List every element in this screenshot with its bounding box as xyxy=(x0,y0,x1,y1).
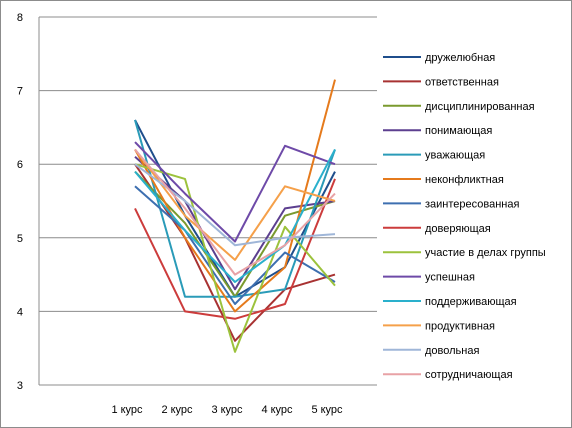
series-line-12 xyxy=(134,148,336,261)
x-tick-label: 1 курс xyxy=(111,404,143,416)
legend-label: доверяющая xyxy=(425,223,491,235)
y-tick-label: 8 xyxy=(17,12,23,24)
legend-label: ответственная xyxy=(425,76,499,88)
series-line-2 xyxy=(134,163,336,342)
y-tick-label: 4 xyxy=(17,306,23,318)
legend-label: заинтересованная xyxy=(425,198,519,210)
y-tick-label: 3 xyxy=(17,380,23,392)
y-tick-label: 6 xyxy=(17,159,23,171)
legend-label: участие в делах группы xyxy=(425,247,546,259)
series-line-11 xyxy=(134,149,336,283)
legend-label: понимающая xyxy=(425,125,492,137)
x-tick-label: 3 курс xyxy=(211,404,243,416)
y-tick-labels: 3 4 5 6 7 8 xyxy=(17,12,23,392)
series-line-9 xyxy=(134,163,336,353)
legend-label: продуктивная xyxy=(425,320,495,332)
legend-label: довольная xyxy=(425,345,479,357)
series-lines xyxy=(134,79,336,353)
legend-label: сотрудничающая xyxy=(425,369,513,381)
legend-label: дисциплинированная xyxy=(425,101,535,113)
series-line-6 xyxy=(134,79,336,313)
y-tick-label: 7 xyxy=(17,86,23,98)
x-tick-label: 5 курс xyxy=(311,404,343,416)
x-tick-labels: 1 курс 2 курс 3 курс 4 курс 5 курс xyxy=(111,404,343,416)
series-line-14 xyxy=(134,148,336,276)
legend-label: успешная xyxy=(425,272,475,284)
legend-label: дружелюбная xyxy=(425,52,495,64)
axes xyxy=(38,17,377,386)
legend: дружелюбная ответственная дисциплинированн… xyxy=(383,52,546,381)
x-tick-label: 4 курс xyxy=(261,404,293,416)
legend-label: неконфликтная xyxy=(425,174,504,186)
legend-label: уважающая xyxy=(425,150,485,162)
y-tick-label: 5 xyxy=(17,233,23,245)
legend-label: поддерживающая xyxy=(425,296,517,308)
series-line-10 xyxy=(134,141,336,243)
x-tick-label: 2 курс xyxy=(161,404,193,416)
series-line-8 xyxy=(134,178,336,320)
series-line-5 xyxy=(134,119,336,298)
grid-lines xyxy=(39,16,377,312)
